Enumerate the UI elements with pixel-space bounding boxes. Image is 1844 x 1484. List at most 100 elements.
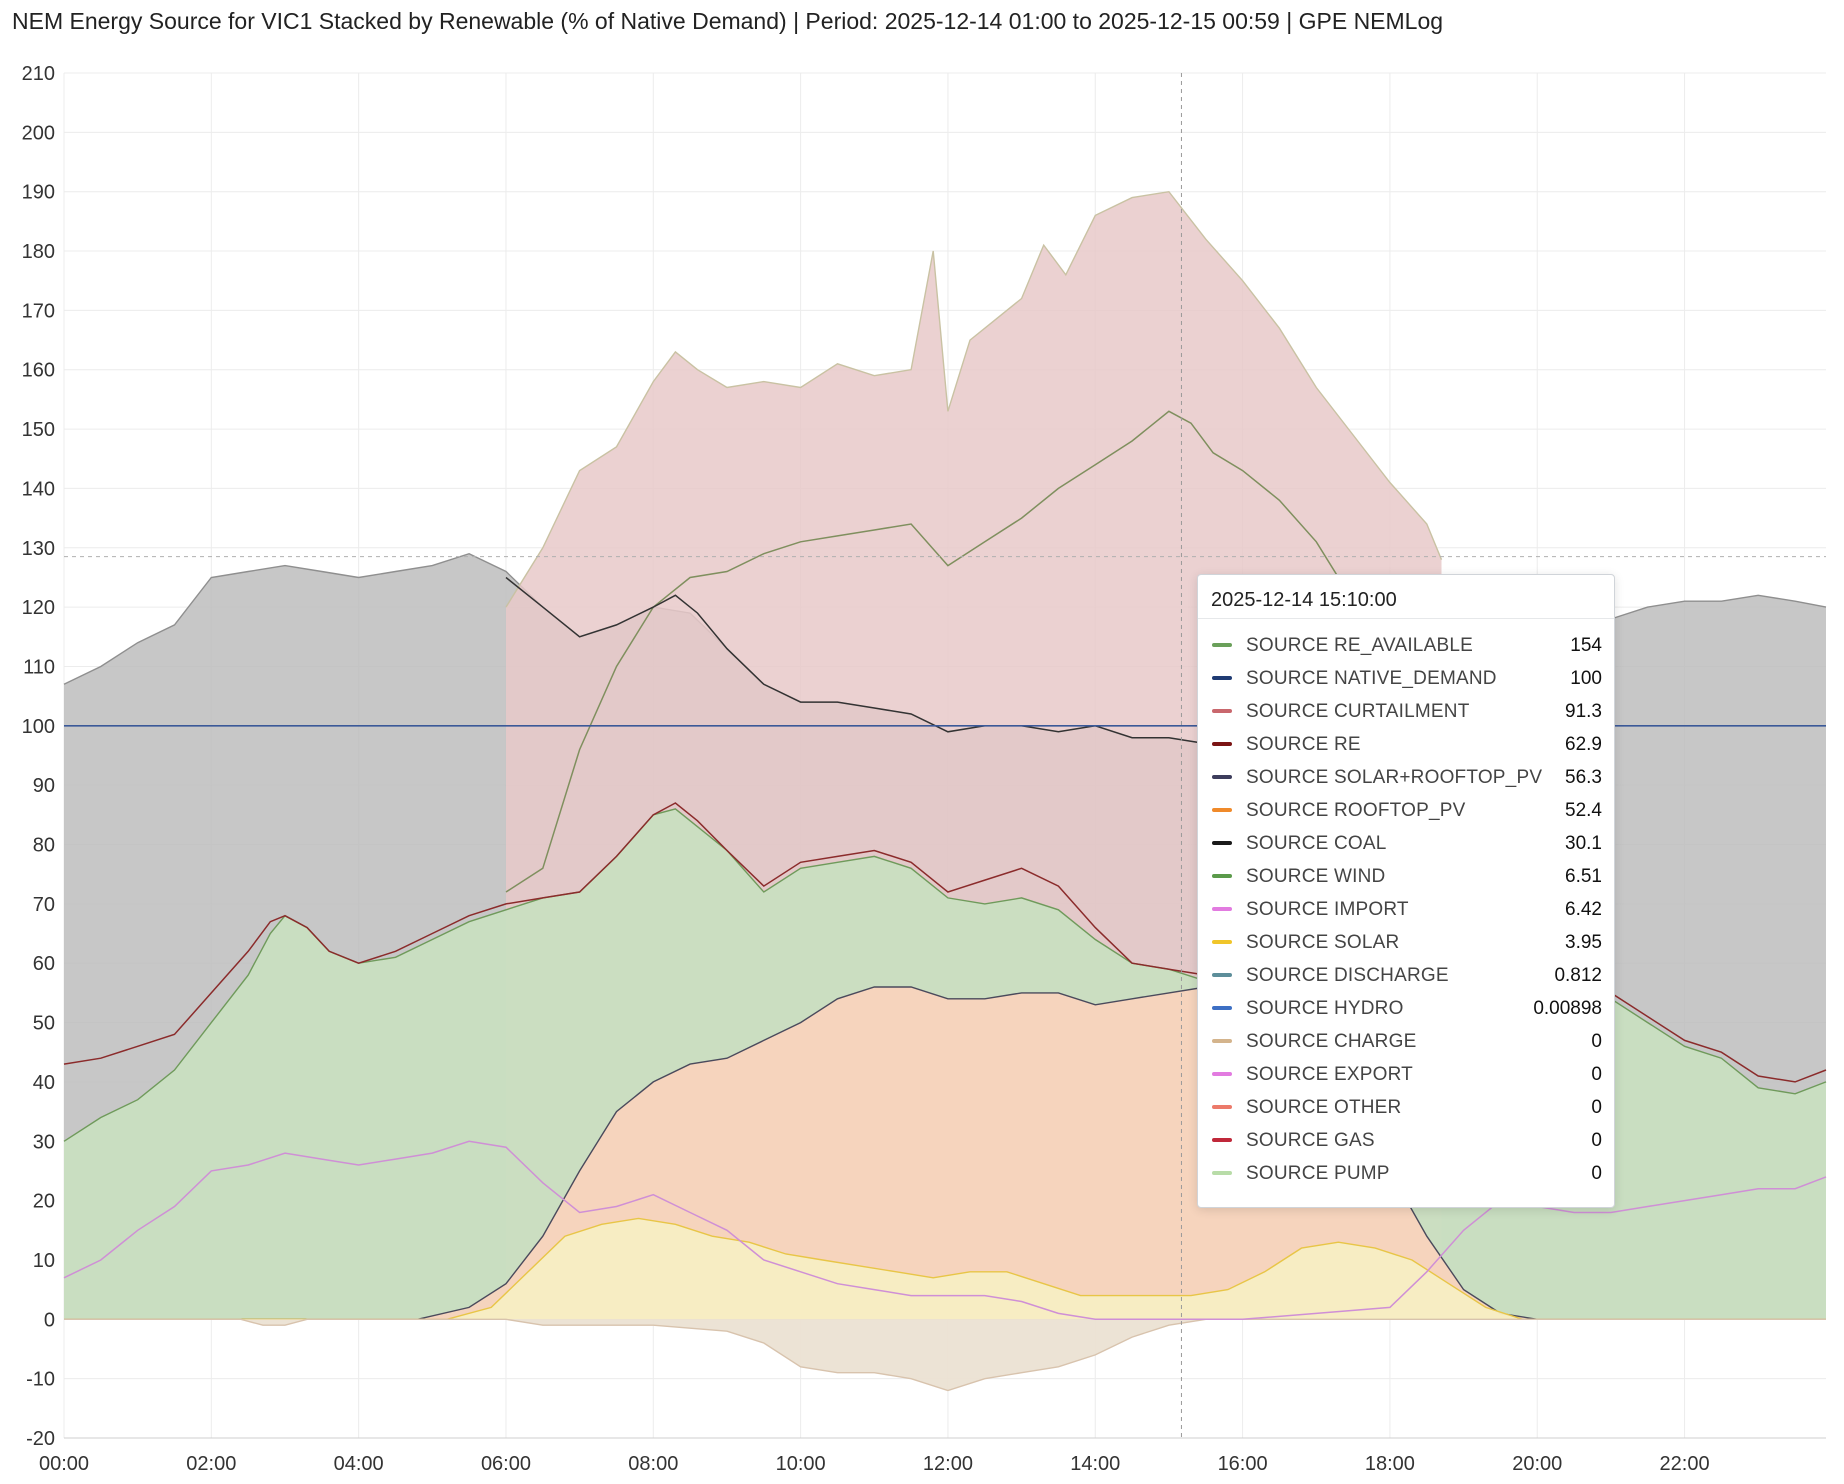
legend-swatch	[1212, 1039, 1232, 1043]
tooltip-series-name: SOURCE RE_AVAILABLE	[1246, 635, 1473, 656]
x-tick-label: 04:00	[334, 1453, 384, 1475]
tooltip-row: SOURCE IMPORT 6.42	[1198, 893, 1614, 926]
tooltip-row: SOURCE RE 62.9	[1198, 728, 1614, 761]
tooltip-row: SOURCE COAL 30.1	[1198, 827, 1614, 860]
line-coal_top	[505, 576, 1206, 745]
tooltip-series-name: SOURCE NATIVE_DEMAND	[1246, 668, 1497, 689]
tooltip-series-name: SOURCE CURTAILMENT	[1246, 701, 1470, 722]
tooltip-row: SOURCE ROOFTOP_PV 52.4	[1198, 794, 1614, 827]
legend-swatch	[1212, 874, 1232, 878]
y-tick-label: 130	[22, 538, 55, 560]
y-tick-label: 190	[22, 182, 55, 204]
y-tick-label: 0	[44, 1309, 55, 1331]
tooltip-series-name: SOURCE IMPORT	[1246, 899, 1409, 920]
legend-swatch	[1212, 1105, 1232, 1109]
legend-swatch	[1212, 1072, 1232, 1076]
x-tick-label: 16:00	[1218, 1453, 1268, 1475]
x-tick-label: 14:00	[1070, 1453, 1120, 1475]
tooltip-series-name: SOURCE COAL	[1246, 833, 1387, 854]
y-tick-label: 40	[33, 1072, 55, 1094]
band-edge-curtail_top	[505, 190, 1443, 608]
y-tick-label: 50	[33, 1013, 55, 1035]
area-rooftop_pv	[64, 987, 1826, 1320]
tooltip-series-value: 0	[1591, 1097, 1602, 1118]
tooltip-series-value: 6.42	[1565, 899, 1602, 920]
tooltip-row: SOURCE PUMP 0	[1198, 1157, 1614, 1190]
tooltip-series-name: SOURCE OTHER	[1246, 1097, 1402, 1118]
y-tick-label: 110	[23, 656, 55, 678]
area-solar	[64, 1218, 1826, 1320]
legend-swatch	[1212, 709, 1232, 713]
x-tick-label: 10:00	[776, 1453, 826, 1475]
y-tick-label: 90	[33, 775, 55, 797]
tooltip-series-value: 0.812	[1554, 965, 1602, 986]
tooltip-series-value: 0	[1591, 1064, 1602, 1085]
legend-swatch	[1212, 973, 1232, 977]
area-charge	[64, 1319, 1826, 1391]
tooltip-time: 2025-12-14 15:10:00	[1198, 575, 1614, 619]
y-tick-label: 10	[33, 1250, 55, 1272]
y-axis-ticks: 2102001901801701601501401301201101009080…	[22, 63, 55, 1450]
y-tick-label: 70	[33, 894, 55, 916]
x-axis-ticks: 00:00 02:00 04:00 06:00 08:00 10:00 12:00 14:00…	[39, 1453, 1710, 1475]
legend-swatch	[1212, 742, 1232, 746]
y-tick-label: 140	[22, 478, 55, 500]
y-tick-label: 20	[33, 1191, 55, 1213]
y-tick-label: 210	[22, 63, 55, 85]
tooltip-row: SOURCE RE_AVAILABLE 154	[1198, 629, 1614, 662]
tooltip-series-value: 62.9	[1565, 734, 1602, 755]
y-tick-label: -10	[26, 1369, 55, 1391]
tooltip-row: SOURCE DISCHARGE 0.812	[1198, 959, 1614, 992]
legend-swatch	[1212, 775, 1232, 779]
tooltip-row: SOURCE CHARGE 0	[1198, 1025, 1614, 1058]
y-tick-label: 120	[22, 597, 55, 619]
line-re_available	[505, 410, 1391, 893]
tooltip-series-value: 0	[1591, 1163, 1602, 1184]
y-tick-label: -20	[26, 1428, 55, 1450]
y-tick-label: 30	[33, 1131, 55, 1153]
tooltip-series-value: 91.3	[1565, 701, 1602, 722]
y-tick-label: 100	[22, 716, 55, 738]
x-tick-label: 22:00	[1660, 1453, 1710, 1475]
x-tick-label: 18:00	[1365, 1453, 1415, 1475]
tooltip-row: SOURCE WIND 6.51	[1198, 860, 1614, 893]
tooltip-row: SOURCE EXPORT 0	[1198, 1058, 1614, 1091]
tooltip-series-value: 6.51	[1565, 866, 1602, 887]
tooltip-series-value: 56.3	[1565, 767, 1602, 788]
legend-swatch	[1212, 940, 1232, 944]
area-edge-solar	[64, 1217, 1826, 1320]
tooltip-series-name: SOURCE ROOFTOP_PV	[1246, 800, 1466, 821]
tooltip-series-name: SOURCE EXPORT	[1246, 1064, 1413, 1085]
tooltip-row: SOURCE CURTAILMENT 91.3	[1198, 695, 1614, 728]
tooltip-row: SOURCE OTHER 0	[1198, 1091, 1614, 1124]
tooltip-series-value: 154	[1570, 635, 1602, 656]
y-tick-label: 60	[33, 953, 55, 975]
tooltip-series-value: 52.4	[1565, 800, 1602, 821]
legend-swatch	[1212, 1006, 1232, 1010]
tooltip-series-name: SOURCE DISCHARGE	[1246, 965, 1449, 986]
legend-swatch	[1212, 643, 1232, 647]
tooltip-series-value: 30.1	[1565, 833, 1602, 854]
line-import	[63, 1140, 1827, 1321]
tooltip-series-name: SOURCE RE	[1246, 734, 1361, 755]
tooltip-series-name: SOURCE CHARGE	[1246, 1031, 1417, 1052]
legend-swatch	[1212, 1171, 1232, 1175]
x-tick-label: 08:00	[628, 1453, 678, 1475]
y-tick-label: 170	[22, 300, 55, 322]
tooltip-series-name: SOURCE SOLAR+ROOFTOP_PV	[1246, 767, 1543, 788]
tooltip-series-value: 100	[1570, 668, 1602, 689]
x-tick-label: 00:00	[39, 1453, 89, 1475]
tooltip-series-value: 0	[1591, 1130, 1602, 1151]
legend-swatch	[1212, 907, 1232, 911]
tooltip-series-value: 0	[1591, 1031, 1602, 1052]
area-edge-charge	[64, 1318, 1826, 1392]
tooltip-series-name: SOURCE GAS	[1246, 1130, 1375, 1151]
tooltip-row: SOURCE NATIVE_DEMAND 100	[1198, 662, 1614, 695]
tooltip-series-name: SOURCE PUMP	[1246, 1163, 1390, 1184]
tooltip-row: SOURCE SOLAR+ROOFTOP_PV 56.3	[1198, 761, 1614, 794]
tooltip-row: SOURCE HYDRO 0.00898	[1198, 992, 1614, 1025]
tooltip-series-value: 0.00898	[1533, 998, 1602, 1019]
chart-title: NEM Energy Source for VIC1 Stacked by Re…	[12, 8, 1444, 34]
x-tick-label: 20:00	[1512, 1453, 1562, 1475]
legend-swatch	[1212, 676, 1232, 680]
